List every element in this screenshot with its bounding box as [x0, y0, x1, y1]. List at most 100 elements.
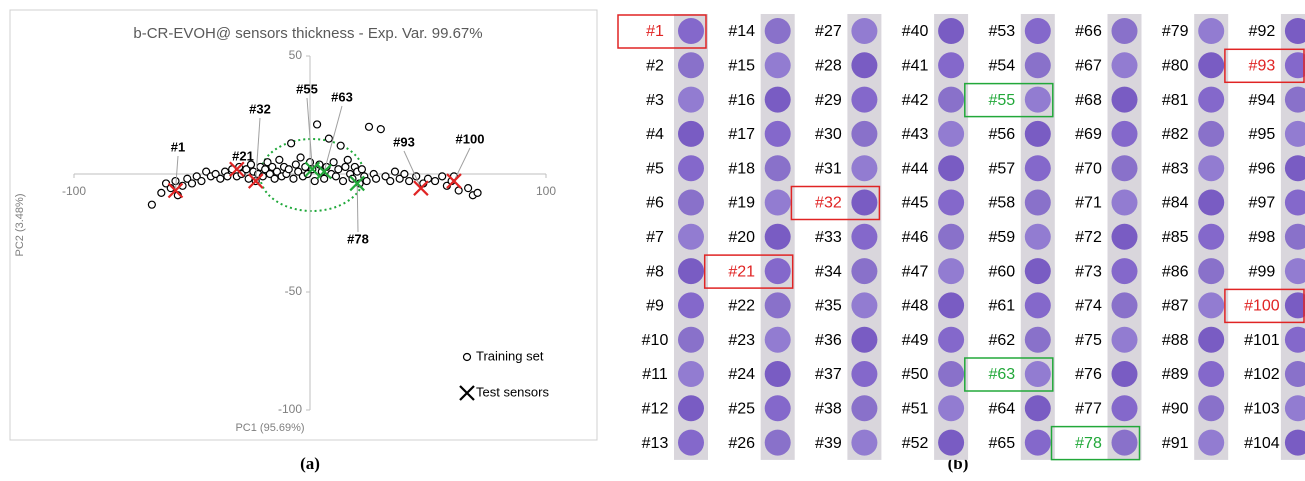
highlight-box	[703, 254, 794, 289]
sensor-image	[764, 361, 791, 387]
training-point	[211, 169, 220, 179]
sample-label: #85	[1162, 229, 1189, 246]
training-point	[331, 172, 341, 181]
training-point	[291, 160, 300, 169]
sensor-image	[1198, 120, 1225, 147]
sensor-image	[1024, 86, 1051, 113]
sample-label: #1	[646, 23, 664, 40]
training-point	[192, 172, 201, 181]
training-point	[364, 122, 374, 131]
sample-label: #16	[728, 92, 755, 109]
test-point	[229, 161, 245, 178]
highlight-box	[964, 357, 1054, 392]
sample-label: #57	[988, 160, 1015, 177]
sample-label: #30	[815, 126, 842, 143]
leader-line	[453, 147, 471, 182]
sensor-image	[1111, 18, 1138, 44]
sensor-image	[1024, 326, 1051, 353]
sensor-image	[1198, 258, 1225, 285]
sensor-image	[1111, 326, 1138, 353]
sensor-image	[938, 52, 965, 79]
training-point	[216, 174, 225, 183]
sample-label: #63	[988, 366, 1015, 383]
sample-label: #75	[1075, 332, 1102, 349]
sensor-image	[764, 395, 791, 422]
sample-label: #93	[1249, 58, 1276, 75]
point-label: #93	[393, 134, 415, 149]
sensor-image	[1198, 429, 1225, 456]
panel-a-frame	[9, 9, 598, 441]
sensor-image	[678, 155, 704, 182]
training-point	[187, 179, 197, 188]
sensor-image	[851, 223, 878, 250]
training-point	[464, 184, 473, 193]
sample-label: #100	[1244, 298, 1280, 315]
sensor-image	[1111, 223, 1138, 250]
sample-label: #89	[1162, 366, 1189, 383]
highlight-box	[1224, 48, 1305, 84]
sample-label: #94	[1249, 92, 1276, 109]
sample-label: #48	[902, 298, 929, 315]
training-point	[265, 169, 274, 179]
sample-label: #50	[902, 366, 929, 383]
training-point	[312, 120, 322, 129]
sample-label: #51	[902, 401, 929, 418]
sensor-image	[764, 223, 791, 250]
training-point	[284, 165, 293, 174]
sample-label: #67	[1075, 58, 1102, 75]
sensor-image	[1024, 52, 1051, 79]
training-point	[275, 155, 284, 164]
sensor-image	[1284, 258, 1305, 285]
sample-label: #68	[1075, 92, 1102, 109]
sample-label: #95	[1249, 126, 1276, 143]
x-tick-label: 100	[536, 184, 556, 198]
training-point	[287, 139, 296, 148]
training-point	[272, 167, 282, 176]
sample-label: #28	[815, 58, 842, 75]
sensor-image	[1284, 223, 1305, 250]
sensor-image	[1111, 120, 1138, 147]
sample-label: #34	[815, 263, 842, 280]
training-point	[171, 176, 180, 186]
sample-label: #84	[1162, 195, 1189, 212]
sensor-image	[1198, 395, 1225, 422]
sensor-image	[1024, 18, 1051, 44]
training-point	[320, 174, 329, 183]
sensor-image	[764, 258, 791, 285]
sensor-image	[1284, 429, 1305, 456]
training-point	[289, 174, 298, 183]
sensor-image	[851, 18, 878, 44]
chart-title: b-CR-EVOH@ sensors thickness - Exp. Var.…	[133, 25, 482, 42]
legend-label: Test sensors	[476, 384, 549, 399]
training-point	[405, 176, 414, 186]
sensor-image	[938, 395, 965, 422]
sample-label: #2	[646, 58, 664, 75]
y-tick-label: -50	[285, 284, 303, 298]
sample-label: #39	[815, 435, 842, 452]
sample-label: #61	[988, 298, 1015, 315]
sensor-image	[764, 52, 791, 79]
sample-label: #96	[1249, 160, 1276, 177]
training-point	[261, 165, 270, 174]
sensor-image	[1111, 361, 1138, 387]
sensor-image	[1198, 155, 1225, 182]
legend-marker	[459, 385, 475, 401]
sample-label: #37	[815, 366, 842, 383]
y-axis-label: PC2 (3.48%)	[14, 194, 26, 257]
sample-label: #54	[988, 58, 1015, 75]
sample-label: #19	[728, 195, 755, 212]
sample-label: #64	[988, 401, 1015, 418]
highlight-box	[964, 82, 1054, 118]
y-tick-label: 50	[289, 48, 303, 62]
legend-marker	[462, 352, 472, 362]
training-point	[202, 167, 211, 176]
sensor-image	[851, 395, 878, 422]
sample-label: #59	[988, 229, 1015, 246]
sensor-image	[1284, 155, 1305, 182]
sensor-image	[764, 155, 791, 182]
sensor-image	[764, 429, 791, 456]
sensor-image	[938, 18, 965, 44]
sample-label: #6	[646, 195, 664, 212]
sample-label: #76	[1075, 366, 1102, 383]
